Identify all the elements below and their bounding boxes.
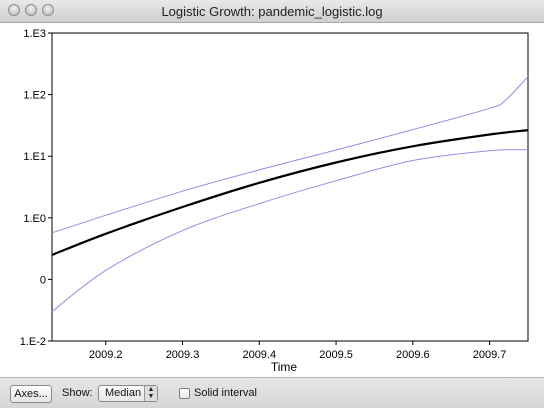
- x-tick-label: 2009.6: [396, 349, 430, 361]
- x-axis: 2009.2 2009.3 2009.4 2009.5 2009.6 2009.7: [89, 341, 507, 361]
- x-tick-label: 2009.3: [166, 349, 200, 361]
- median-line: [51, 129, 529, 256]
- solid-interval-checkbox[interactable]: [179, 388, 190, 399]
- show-select-value: Median: [105, 387, 142, 399]
- logistic-growth-chart: 2009.2 2009.3 2009.4 2009.5 2009.6 2009.7 1.E…: [20, 28, 529, 374]
- chart-area: 2009.2 2009.3 2009.4 2009.5 2009.6 2009.7 1.E…: [0, 23, 544, 377]
- title-bar[interactable]: Logistic Growth: pandemic_logistic.log: [0, 0, 544, 23]
- x-tick-label: 2009.7: [473, 349, 507, 361]
- y-axis: 1.E-2 0 1.E0 1.E1 1.E2 1.E3: [20, 28, 52, 348]
- show-select[interactable]: Median ▲ ▼: [98, 385, 158, 402]
- plot-frame: [51, 32, 529, 342]
- x-tick-label: 2009.5: [319, 349, 353, 361]
- minimize-window-icon[interactable]: [25, 4, 37, 16]
- lower-line: [51, 149, 529, 312]
- updown-arrows-icon: ▲ ▼: [144, 386, 157, 401]
- y-tick-label: 0: [40, 274, 46, 286]
- x-tick-label: 2009.2: [89, 349, 123, 361]
- y-tick-label: 1.E2: [23, 90, 46, 102]
- upper-line: [51, 76, 529, 234]
- bottom-toolbar: Axes... Show: Median ▲ ▼ Solid interval: [0, 377, 544, 408]
- y-tick-label: 1.E-2: [20, 336, 46, 348]
- axes-button[interactable]: Axes...: [10, 385, 52, 403]
- y-tick-label: 1.E3: [23, 28, 46, 40]
- y-tick-label: 1.E0: [23, 213, 46, 225]
- y-tick-label: 1.E1: [23, 151, 46, 163]
- solid-interval-label: Solid interval: [194, 387, 257, 399]
- series-layer: [51, 76, 529, 312]
- window-title: Logistic Growth: pandemic_logistic.log: [161, 4, 383, 19]
- zoom-window-icon[interactable]: [42, 4, 54, 16]
- x-axis-label: Time: [271, 360, 298, 374]
- show-label: Show:: [62, 387, 93, 399]
- x-tick-label: 2009.4: [242, 349, 276, 361]
- close-window-icon[interactable]: [8, 4, 20, 16]
